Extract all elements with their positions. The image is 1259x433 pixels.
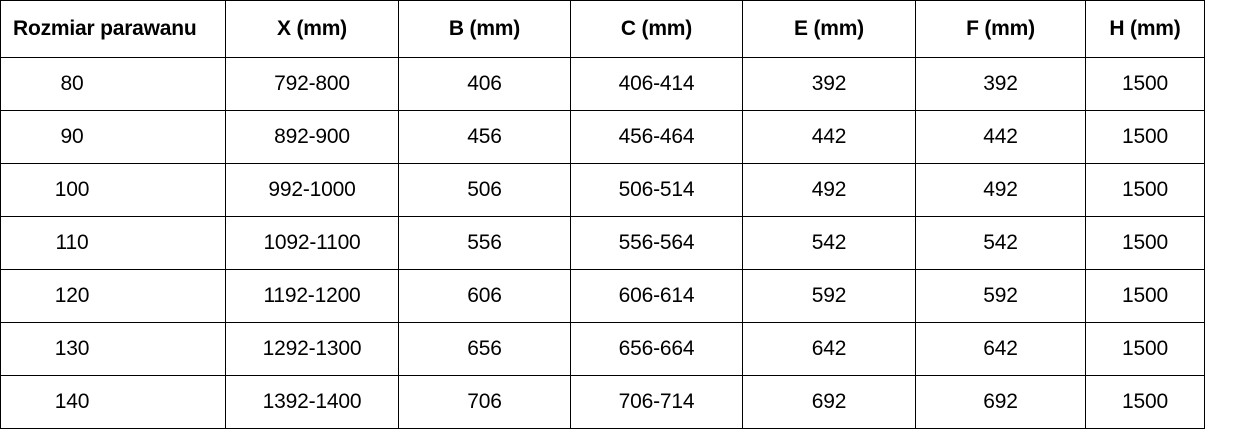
cell-x: 992-1000 (225, 163, 399, 217)
cell-f: 692 (915, 375, 1086, 429)
table-body: 80 792-800 406 406-414 392 392 1500 90 8… (0, 57, 1205, 429)
screen-dimensions-table: Rozmiar parawanu X (mm) B (mm) C (mm) E … (0, 0, 1205, 429)
column-header-h: H (mm) (1085, 0, 1205, 58)
cell-h: 1500 (1085, 375, 1205, 429)
column-header-b: B (mm) (398, 0, 571, 58)
cell-b: 506 (398, 163, 571, 217)
cell-f: 642 (915, 322, 1086, 376)
cell-b: 706 (398, 375, 571, 429)
cell-size: 120 (0, 269, 226, 323)
table-header-row: Rozmiar parawanu X (mm) B (mm) C (mm) E … (0, 0, 1205, 58)
cell-e: 392 (742, 57, 916, 111)
cell-c: 506-514 (570, 163, 743, 217)
cell-c: 706-714 (570, 375, 743, 429)
cell-size: 110 (0, 216, 226, 270)
cell-x: 1192-1200 (225, 269, 399, 323)
cell-f: 442 (915, 110, 1086, 164)
cell-size: 130 (0, 322, 226, 376)
table-row: 130 1292-1300 656 656-664 642 642 1500 (0, 322, 1205, 376)
table-row: 90 892-900 456 456-464 442 442 1500 (0, 110, 1205, 164)
cell-b: 406 (398, 57, 571, 111)
cell-f: 592 (915, 269, 1086, 323)
cell-size: 140 (0, 375, 226, 429)
cell-x: 792-800 (225, 57, 399, 111)
cell-h: 1500 (1085, 216, 1205, 270)
cell-b: 556 (398, 216, 571, 270)
cell-b: 456 (398, 110, 571, 164)
cell-e: 692 (742, 375, 916, 429)
cell-x: 1392-1400 (225, 375, 399, 429)
table-row: 100 992-1000 506 506-514 492 492 1500 (0, 163, 1205, 217)
cell-c: 556-564 (570, 216, 743, 270)
table-row: 120 1192-1200 606 606-614 592 592 1500 (0, 269, 1205, 323)
table-row: 110 1092-1100 556 556-564 542 542 1500 (0, 216, 1205, 270)
cell-e: 642 (742, 322, 916, 376)
cell-c: 406-414 (570, 57, 743, 111)
column-header-c: C (mm) (570, 0, 743, 58)
cell-c: 606-614 (570, 269, 743, 323)
cell-e: 442 (742, 110, 916, 164)
cell-b: 656 (398, 322, 571, 376)
table-row: 140 1392-1400 706 706-714 692 692 1500 (0, 375, 1205, 429)
cell-f: 542 (915, 216, 1086, 270)
table-row: 80 792-800 406 406-414 392 392 1500 (0, 57, 1205, 111)
cell-c: 456-464 (570, 110, 743, 164)
cell-h: 1500 (1085, 57, 1205, 111)
cell-f: 492 (915, 163, 1086, 217)
column-header-x: X (mm) (225, 0, 399, 58)
cell-h: 1500 (1085, 163, 1205, 217)
cell-h: 1500 (1085, 322, 1205, 376)
cell-size: 100 (0, 163, 226, 217)
cell-h: 1500 (1085, 110, 1205, 164)
table-header: Rozmiar parawanu X (mm) B (mm) C (mm) E … (0, 0, 1205, 58)
cell-e: 492 (742, 163, 916, 217)
cell-e: 542 (742, 216, 916, 270)
column-header-f: F (mm) (915, 0, 1086, 58)
cell-x: 1292-1300 (225, 322, 399, 376)
cell-f: 392 (915, 57, 1086, 111)
cell-e: 592 (742, 269, 916, 323)
column-header-e: E (mm) (742, 0, 916, 58)
cell-size: 90 (0, 110, 226, 164)
cell-x: 892-900 (225, 110, 399, 164)
cell-h: 1500 (1085, 269, 1205, 323)
column-header-size: Rozmiar parawanu (0, 0, 226, 58)
cell-size: 80 (0, 57, 226, 111)
cell-x: 1092-1100 (225, 216, 399, 270)
cell-c: 656-664 (570, 322, 743, 376)
cell-b: 606 (398, 269, 571, 323)
